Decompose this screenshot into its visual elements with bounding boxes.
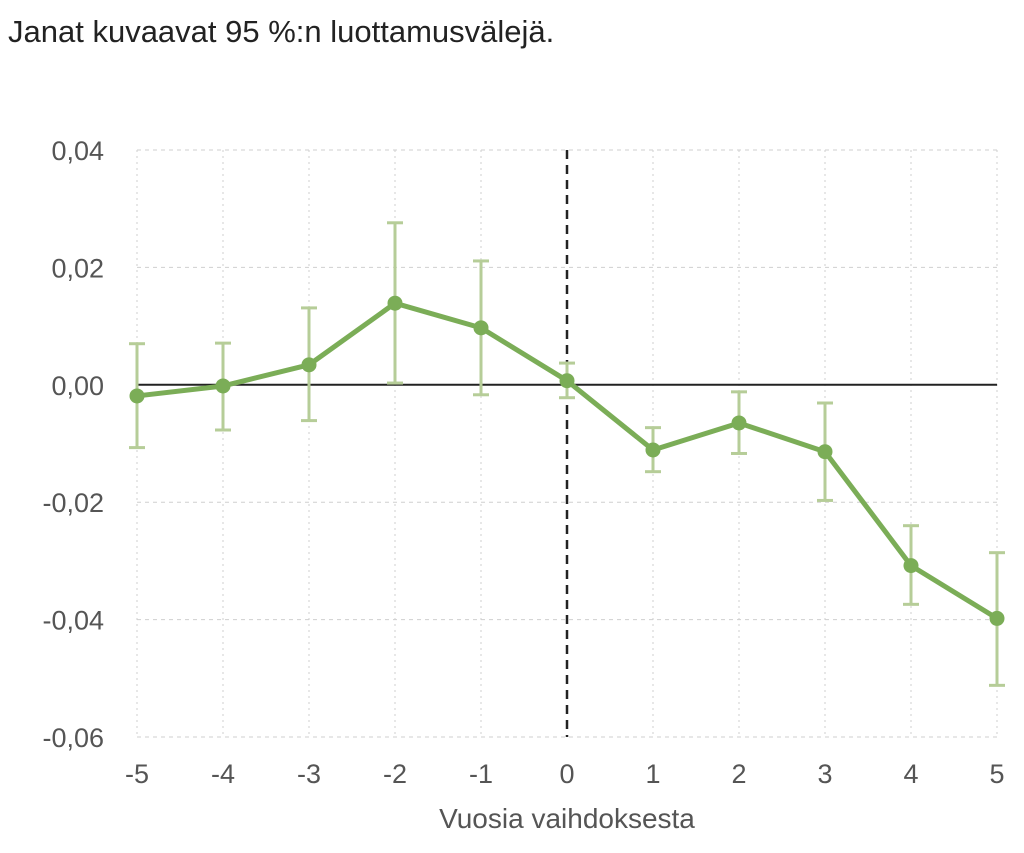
x-tick-label: 2 [731, 759, 746, 789]
y-tick-label: -0,04 [42, 606, 104, 636]
x-tick-label: 5 [989, 759, 1004, 789]
data-point [817, 444, 833, 460]
x-tick-label: 3 [817, 759, 832, 789]
x-tick-label: -5 [125, 759, 149, 789]
data-point [301, 357, 317, 373]
data-point [473, 320, 489, 336]
x-tick-label: -4 [211, 759, 235, 789]
data-point [559, 373, 575, 389]
tick-labels: 0,04 0,02 0,00 -0,02 -0,04 -0,06 -5 -4 -3 -2 -1 0 1 2… [42, 136, 1004, 789]
data-point [645, 442, 661, 458]
y-tick-label: 0,02 [51, 253, 104, 283]
series [129, 295, 1005, 626]
y-tick-label: 0,00 [51, 371, 104, 401]
reference-lines [137, 150, 997, 737]
y-tick-label: 0,04 [51, 136, 104, 166]
x-tick-label: -2 [383, 759, 407, 789]
chart-subtitle: Janat kuvaavat 95 %:n luottamusvälejä. [8, 14, 555, 49]
data-point [129, 388, 145, 404]
x-tick-label: 1 [645, 759, 660, 789]
data-point [215, 378, 231, 394]
y-tick-label: -0,02 [42, 488, 104, 518]
data-point [989, 610, 1005, 626]
data-point [387, 295, 403, 311]
x-axis-label: Vuosia vaihdoksesta [439, 803, 695, 834]
x-tick-label: 0 [559, 759, 574, 789]
data-point [903, 558, 919, 574]
data-point [731, 415, 747, 431]
x-tick-label: -3 [297, 759, 321, 789]
x-tick-label: -1 [469, 759, 493, 789]
x-tick-label: 4 [903, 759, 918, 789]
y-tick-label: -0,06 [42, 723, 104, 753]
